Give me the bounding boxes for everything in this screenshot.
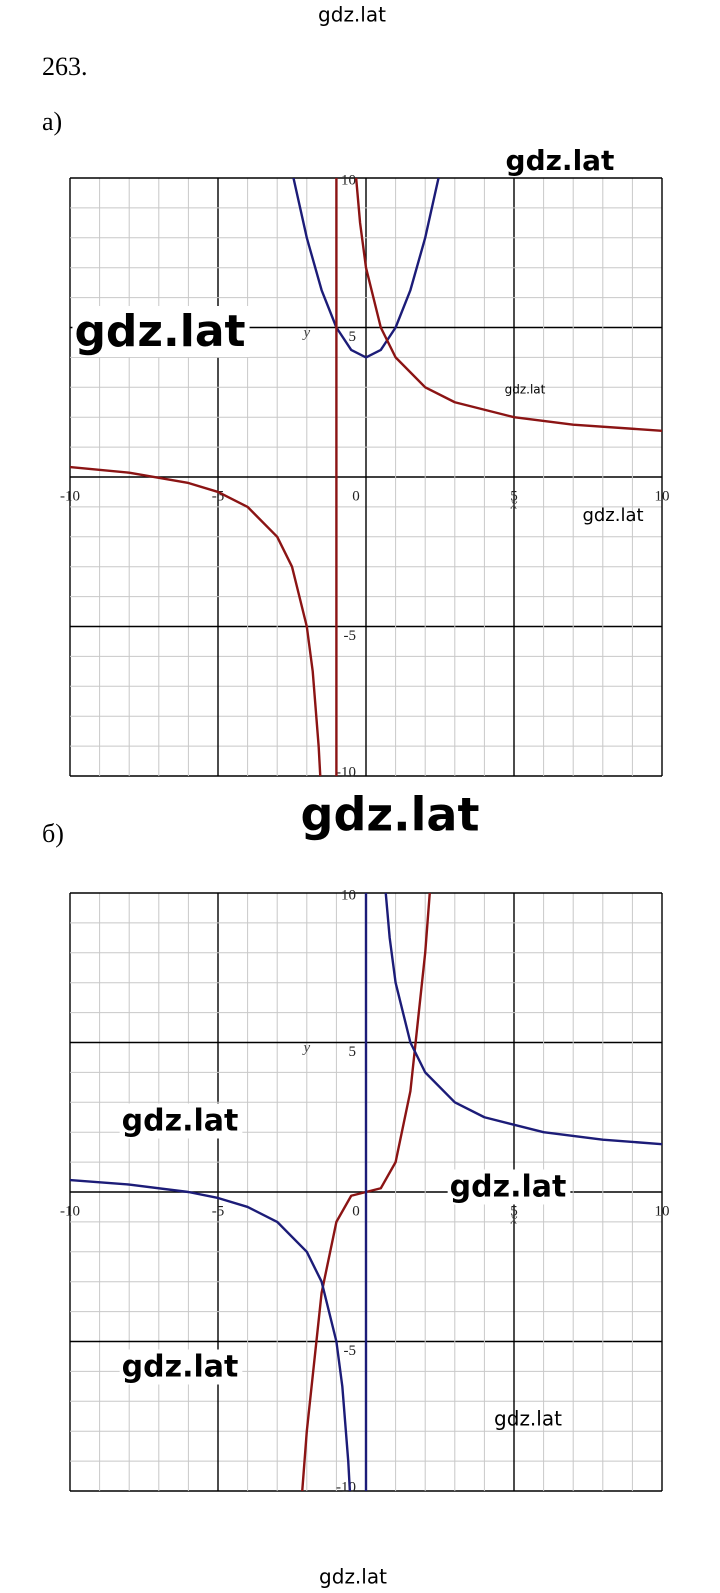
y-axis-label: y <box>301 1040 310 1056</box>
y-tick-label: 10 <box>341 887 356 903</box>
footer: gdz.lat <box>319 1565 387 1589</box>
y-tick-label: 5 <box>349 1044 357 1060</box>
curve <box>292 178 440 359</box>
watermark-text: gdz.lat <box>301 788 480 842</box>
watermark-text: gdz.lat <box>122 1104 239 1139</box>
watermark-bg <box>119 1349 243 1385</box>
curve <box>384 893 662 1146</box>
curves <box>70 893 662 1491</box>
x-tick-label: 10 <box>655 488 670 504</box>
chart: б) -10 -5 0 5 10 -10 -5 5 10 x y <box>42 819 670 1495</box>
watermark-bg <box>119 1103 243 1139</box>
watermark: gdz.lat <box>72 306 250 357</box>
watermark-text: gdz.lat <box>582 505 643 526</box>
x-axis-label: x <box>510 496 518 512</box>
watermark: gdz.lat <box>447 1169 571 1205</box>
watermark: gdz.lat <box>582 505 643 526</box>
watermark-bg <box>447 1169 571 1205</box>
watermark-text: gdz.lat <box>450 1170 567 1205</box>
watermark: gdz.lat <box>119 1349 243 1385</box>
y-tick-label: -10 <box>336 1479 356 1495</box>
chart-title: а) <box>42 107 62 136</box>
x-tick-label: 5 <box>510 488 518 504</box>
x-tick-label: 0 <box>352 488 360 504</box>
watermark-text: gdz.lat <box>494 1407 562 1431</box>
watermark: gdz.lat <box>503 144 619 177</box>
watermark-bg <box>298 787 484 842</box>
curves <box>70 178 662 776</box>
watermark: gdz.lat <box>505 383 546 397</box>
y-tick-label: -5 <box>344 1343 357 1359</box>
watermark-text: gdz.lat <box>122 1350 239 1385</box>
chart-title: б) <box>42 819 64 848</box>
x-axis-label: x <box>510 1211 518 1227</box>
curve <box>70 465 322 776</box>
x-tick-label: 5 <box>510 1203 518 1219</box>
watermark: gdz.lat <box>494 1407 562 1431</box>
y-tick-label: 10 <box>341 172 356 188</box>
watermark-text: gdz.lat <box>505 383 546 397</box>
watermark: gdz.lat <box>119 1103 243 1139</box>
x-tick-label: -10 <box>60 488 80 504</box>
watermarks: gdz.lat gdz.lat gdz.lat gdz.lat gdz.lat gdz.l… <box>72 144 644 1431</box>
x-tick-label: 10 <box>655 1203 670 1219</box>
header: gdz.lat <box>318 3 386 27</box>
curve <box>70 1178 352 1491</box>
watermark: gdz.lat <box>298 787 484 842</box>
y-tick-label: -5 <box>344 628 357 644</box>
problem-number: 263. <box>42 52 88 81</box>
watermark-text: gdz.lat <box>506 144 615 177</box>
x-tick-label: -5 <box>212 1203 225 1219</box>
watermark-text: gdz.lat <box>74 306 245 357</box>
y-tick-label: 5 <box>349 329 357 345</box>
watermark-bg <box>72 306 250 357</box>
x-tick-label: -10 <box>60 1203 80 1219</box>
watermark-bg <box>503 144 619 177</box>
y-tick-label: -10 <box>336 764 356 780</box>
x-tick-label: 0 <box>352 1203 360 1219</box>
curve <box>354 178 662 432</box>
y-axis-label: y <box>301 325 310 341</box>
